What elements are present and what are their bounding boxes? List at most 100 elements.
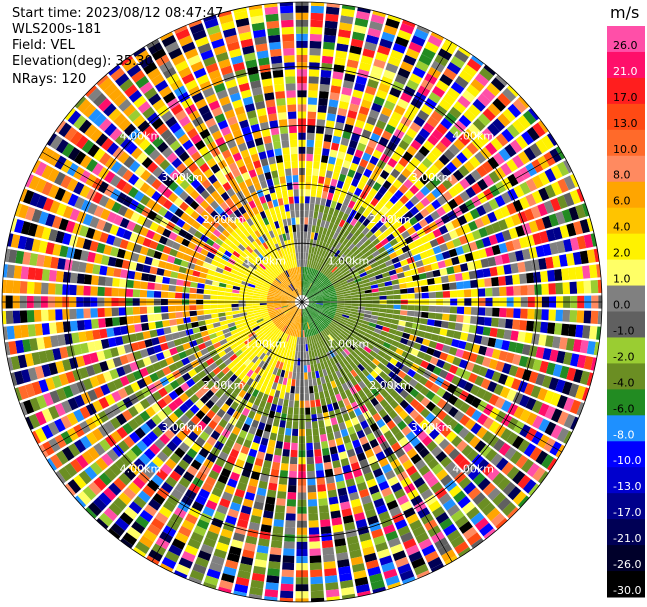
range-gate bbox=[238, 294, 246, 298]
range-gate bbox=[341, 267, 349, 274]
range-gate bbox=[315, 305, 323, 308]
range-gate bbox=[139, 194, 151, 206]
range-gate bbox=[95, 133, 109, 147]
range-gate bbox=[190, 281, 198, 288]
range-gate bbox=[337, 195, 345, 204]
range-gate bbox=[263, 510, 274, 519]
range-gate bbox=[328, 373, 335, 382]
range-gate bbox=[498, 148, 511, 162]
range-gate bbox=[212, 414, 222, 424]
range-gate bbox=[593, 248, 600, 263]
range-gate bbox=[198, 488, 210, 500]
range-gate bbox=[342, 397, 351, 407]
range-gate bbox=[115, 413, 127, 426]
range-gate bbox=[274, 390, 281, 398]
range-gate bbox=[402, 19, 416, 28]
range-gate bbox=[284, 309, 291, 314]
range-gate bbox=[236, 518, 249, 529]
range-gate bbox=[302, 287, 304, 295]
range-gate bbox=[511, 378, 522, 391]
range-gate bbox=[241, 171, 251, 181]
range-gate bbox=[351, 178, 360, 188]
range-gate bbox=[341, 330, 349, 337]
range-gate bbox=[368, 276, 377, 282]
range-gate bbox=[322, 454, 331, 463]
range-gate bbox=[551, 181, 563, 196]
range-gate bbox=[315, 317, 322, 324]
range-gate bbox=[456, 314, 464, 323]
range-gate bbox=[538, 403, 550, 417]
range-gate bbox=[303, 288, 305, 296]
range-gate bbox=[469, 156, 481, 169]
range-gate bbox=[515, 342, 524, 354]
range-gate bbox=[357, 181, 366, 191]
range-gate bbox=[203, 581, 217, 590]
range-gate bbox=[204, 575, 219, 586]
range-gate bbox=[357, 309, 365, 314]
range-gate bbox=[79, 155, 92, 169]
range-gate bbox=[17, 354, 28, 369]
range-gate bbox=[187, 538, 201, 550]
range-gate bbox=[263, 338, 270, 345]
range-gate bbox=[389, 195, 399, 205]
range-gate bbox=[421, 338, 431, 347]
range-gate bbox=[307, 231, 311, 239]
range-gate bbox=[495, 517, 508, 530]
range-gate bbox=[345, 478, 356, 488]
range-gate bbox=[342, 358, 349, 366]
range-gate bbox=[364, 265, 372, 272]
range-gate bbox=[199, 325, 208, 332]
range-gate bbox=[328, 254, 334, 262]
range-gate bbox=[298, 288, 301, 296]
range-gate bbox=[515, 225, 526, 237]
range-gate bbox=[142, 125, 155, 138]
range-gate bbox=[278, 257, 284, 265]
range-gate bbox=[288, 304, 296, 307]
range-gate bbox=[184, 388, 195, 398]
range-gate bbox=[296, 281, 299, 289]
range-gate bbox=[218, 418, 228, 429]
range-gate bbox=[393, 375, 403, 385]
range-gate bbox=[99, 328, 108, 339]
range-gate bbox=[306, 315, 310, 322]
range-gate bbox=[274, 304, 282, 307]
range-gate bbox=[332, 232, 339, 240]
range-gate bbox=[336, 294, 344, 298]
range-gate bbox=[164, 262, 174, 271]
range-gate bbox=[332, 460, 341, 469]
range-gate bbox=[566, 222, 577, 237]
range-gate bbox=[336, 415, 344, 424]
range-gate bbox=[67, 147, 81, 161]
range-gate bbox=[410, 453, 422, 465]
range-gate bbox=[231, 293, 239, 297]
range-gate bbox=[556, 395, 568, 409]
range-gate bbox=[546, 362, 556, 376]
range-gate bbox=[415, 260, 424, 268]
range-gate bbox=[200, 543, 214, 555]
range-gate bbox=[69, 208, 80, 221]
range-gate bbox=[304, 217, 309, 225]
range-gate bbox=[34, 161, 48, 177]
range-gate bbox=[82, 213, 93, 226]
range-gate bbox=[281, 297, 289, 300]
range-gate bbox=[87, 143, 100, 158]
range-gate bbox=[319, 286, 326, 291]
range-gate bbox=[271, 271, 278, 278]
range-gate bbox=[410, 195, 420, 206]
range-gate bbox=[323, 184, 330, 193]
range-gate bbox=[231, 307, 239, 311]
range-gate bbox=[448, 406, 459, 418]
range-gate bbox=[310, 285, 316, 292]
range-gate bbox=[323, 328, 330, 336]
range-gate bbox=[583, 310, 592, 324]
range-gate bbox=[195, 389, 205, 399]
range-gate bbox=[143, 87, 158, 100]
range-gate bbox=[259, 385, 267, 394]
range-gate bbox=[232, 310, 240, 315]
range-gate bbox=[85, 330, 94, 341]
range-gate bbox=[355, 583, 370, 594]
range-gate bbox=[274, 260, 280, 267]
range-gate bbox=[339, 22, 353, 32]
range-gate bbox=[499, 308, 507, 318]
range-gate bbox=[414, 382, 424, 392]
